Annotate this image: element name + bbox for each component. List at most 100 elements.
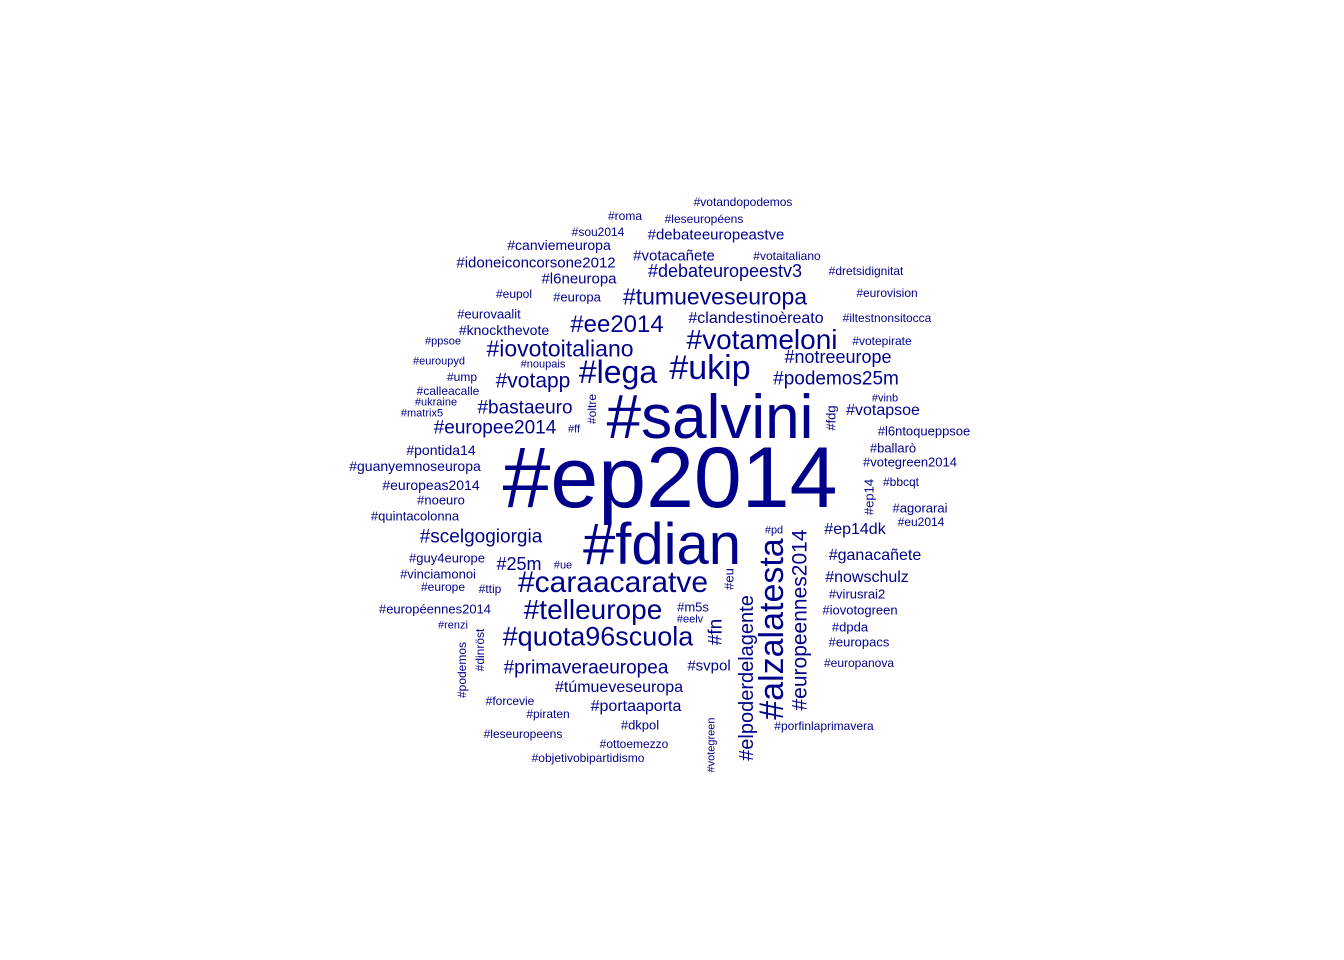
word-ue: #ue	[553, 559, 573, 572]
word-pd: #pd	[764, 524, 784, 537]
word-renzi: #renzi	[438, 619, 468, 632]
word-l6neuropa: #l6neuropa	[541, 270, 617, 288]
word-sou2014: #sou2014	[571, 225, 625, 239]
word-debateuropeestv3: #debateuropeestv3	[647, 261, 803, 281]
word-primaveraeuropea: #primaveraeuropea	[503, 657, 669, 679]
word-ottoemezzo: #ottoemezzo	[599, 737, 669, 751]
word-votapsoe: #votapsoe	[846, 402, 920, 419]
word-clandestinoereato: #clandestinoèreato	[688, 310, 824, 327]
word-guy4europe: #guy4europe	[409, 550, 485, 566]
word-ukip: #ukip	[669, 349, 751, 387]
word-portaaporta: #portaaporta	[590, 698, 682, 715]
word-fdg: #fdg	[823, 405, 839, 431]
word-alzalatesta: #alzalatesta	[753, 538, 791, 720]
word-iltestnonsitocca: #iltestnonsitocca	[842, 311, 932, 325]
word-dinrost: #dinröst	[473, 628, 487, 672]
word-euroupyd: #euroupyd	[413, 355, 465, 368]
word-iovotogreen: #iovotogreen	[822, 602, 898, 618]
word-25m: #25m	[496, 554, 542, 574]
word-bastaeuro: #bastaeuro	[477, 397, 573, 419]
word-oltre: #oltre	[585, 393, 599, 425]
word-eu: #eu	[721, 568, 737, 590]
word-podemos25m: #podemos25m	[773, 368, 899, 390]
word-iovotoitaliano: #iovotoitaliano	[486, 335, 634, 362]
word-caraacaratve: #caraacaratve	[517, 566, 709, 599]
word-leseuropeens: #leseuropeens	[483, 727, 563, 741]
word-elpoderdelagente: #elpoderdelagente	[736, 595, 758, 761]
word-europe: #europe	[420, 580, 466, 594]
word-ppsoe: #ppsoe	[424, 335, 462, 348]
word-piraten: #piraten	[526, 707, 570, 721]
word-dpda: #dpda	[831, 619, 869, 635]
word-quota96scuola: #quota96scuola	[502, 621, 694, 652]
word-europacs: #europacs	[828, 634, 890, 650]
word-vinb: #vinb	[871, 392, 899, 405]
word-notreeurope: #notreeurope	[784, 347, 892, 367]
word-eupol: #eupol	[495, 287, 533, 301]
word-eurovaalit: #eurovaalit	[457, 306, 521, 322]
word-votepirate: #votepirate	[852, 334, 912, 348]
word-pontida14: #pontida14	[406, 442, 476, 458]
word-podemos: #podemos	[455, 641, 469, 699]
word-tumueveseuropa: #túmueveseuropa	[554, 679, 684, 696]
word-virusrai2: #virusrai2	[828, 586, 886, 602]
word-debateeuropeastve: #debateeuropeastve	[647, 226, 785, 244]
word-lega: #lega	[578, 354, 658, 390]
word-ukraine: #ukraine	[414, 396, 458, 409]
word-eelv: #eelv	[676, 613, 704, 626]
word-guanyemnoseuropa: #guanyemnoseuropa	[349, 458, 481, 474]
word-ep2014: #ep2014	[502, 430, 838, 526]
word-europeas2014: #europeas2014	[382, 477, 480, 493]
word-fdian: #fdian	[582, 512, 742, 577]
word-forcevie: #forcevie	[485, 694, 535, 708]
word-eurovision: #eurovision	[856, 286, 918, 300]
word-agorarai: #agorarai	[892, 500, 948, 516]
word-europa: #europa	[553, 289, 601, 305]
word-votaitaliano: #votaitaliano	[753, 249, 821, 263]
word-votegreen: #votegreen	[705, 717, 718, 773]
word-europeennes2014: #européennes2014	[378, 601, 492, 617]
word-idoneiconcorsone2012: #idoneiconcorsone2012	[456, 254, 616, 272]
word-votandopodemos: #votandopodemos	[693, 195, 793, 209]
word-noupais: #noupais	[520, 358, 566, 371]
word-knockthevote: #knockthevote	[458, 322, 550, 338]
word-votameloni: #votameloni	[686, 324, 838, 355]
word-ballaro: #ballarò	[869, 440, 917, 456]
word-quintacolonna: #quintacolonna	[370, 508, 460, 524]
word-nowschulz: #nowschulz	[825, 569, 909, 586]
word-votegreen2014: #votegreen2014	[863, 454, 957, 470]
word-scelgogiorgia: #scelgogiorgia	[419, 526, 543, 548]
word-calleacalle: #calleacalle	[416, 384, 480, 398]
word-svpol: #svpol	[687, 657, 731, 675]
word-europanova: #europanova	[823, 656, 895, 670]
word-fn: #fn	[705, 618, 727, 646]
word-l6ntoqueppsoe: #l6ntoqueppsoe	[877, 423, 971, 439]
word-vinciamonoi: #vinciamonoi	[400, 566, 476, 582]
word-canviemeuropa: #canviemeuropa	[507, 237, 611, 253]
word-votacanete: #votacañete	[633, 247, 715, 265]
word-ee2014: #ee2014	[570, 311, 664, 338]
word-noeuro: #noeuro	[417, 492, 465, 508]
word-telleurope: #telleurope	[523, 594, 663, 625]
word-porfinlaprimavera: #porfinlaprimavera	[774, 719, 874, 733]
word-dkpol: #dkpol	[620, 717, 660, 733]
word-matrix5: #matrix5	[400, 407, 444, 420]
word-leseuropeens: #leseuropéens	[664, 212, 744, 226]
word-salvini: #salvini	[606, 383, 814, 452]
word-m5s: #m5s	[677, 599, 709, 615]
word-ff: #ff	[567, 423, 581, 436]
word-eu2014: #eu2014	[897, 515, 945, 529]
word-roma: #roma	[607, 209, 643, 223]
word-tumueveseuropa: #tumueveseuropa	[622, 283, 808, 310]
word-votapp: #votapp	[495, 369, 571, 393]
word-ump: #ump	[446, 370, 478, 384]
word-dretsidignitat: #dretsidignitat	[828, 264, 904, 278]
word-europee2014: #europee2014	[433, 417, 557, 439]
word-ttip: #ttip	[478, 582, 502, 596]
word-europeennes2014: #europeennes2014	[788, 529, 812, 711]
word-bbcqt: #bbcqt	[882, 475, 920, 489]
word-objetivobipartidismo: #objetivobipartidismo	[531, 751, 645, 765]
word-ep14: #ep14	[861, 478, 877, 516]
word-ganacanete: #ganacañete	[828, 547, 922, 564]
